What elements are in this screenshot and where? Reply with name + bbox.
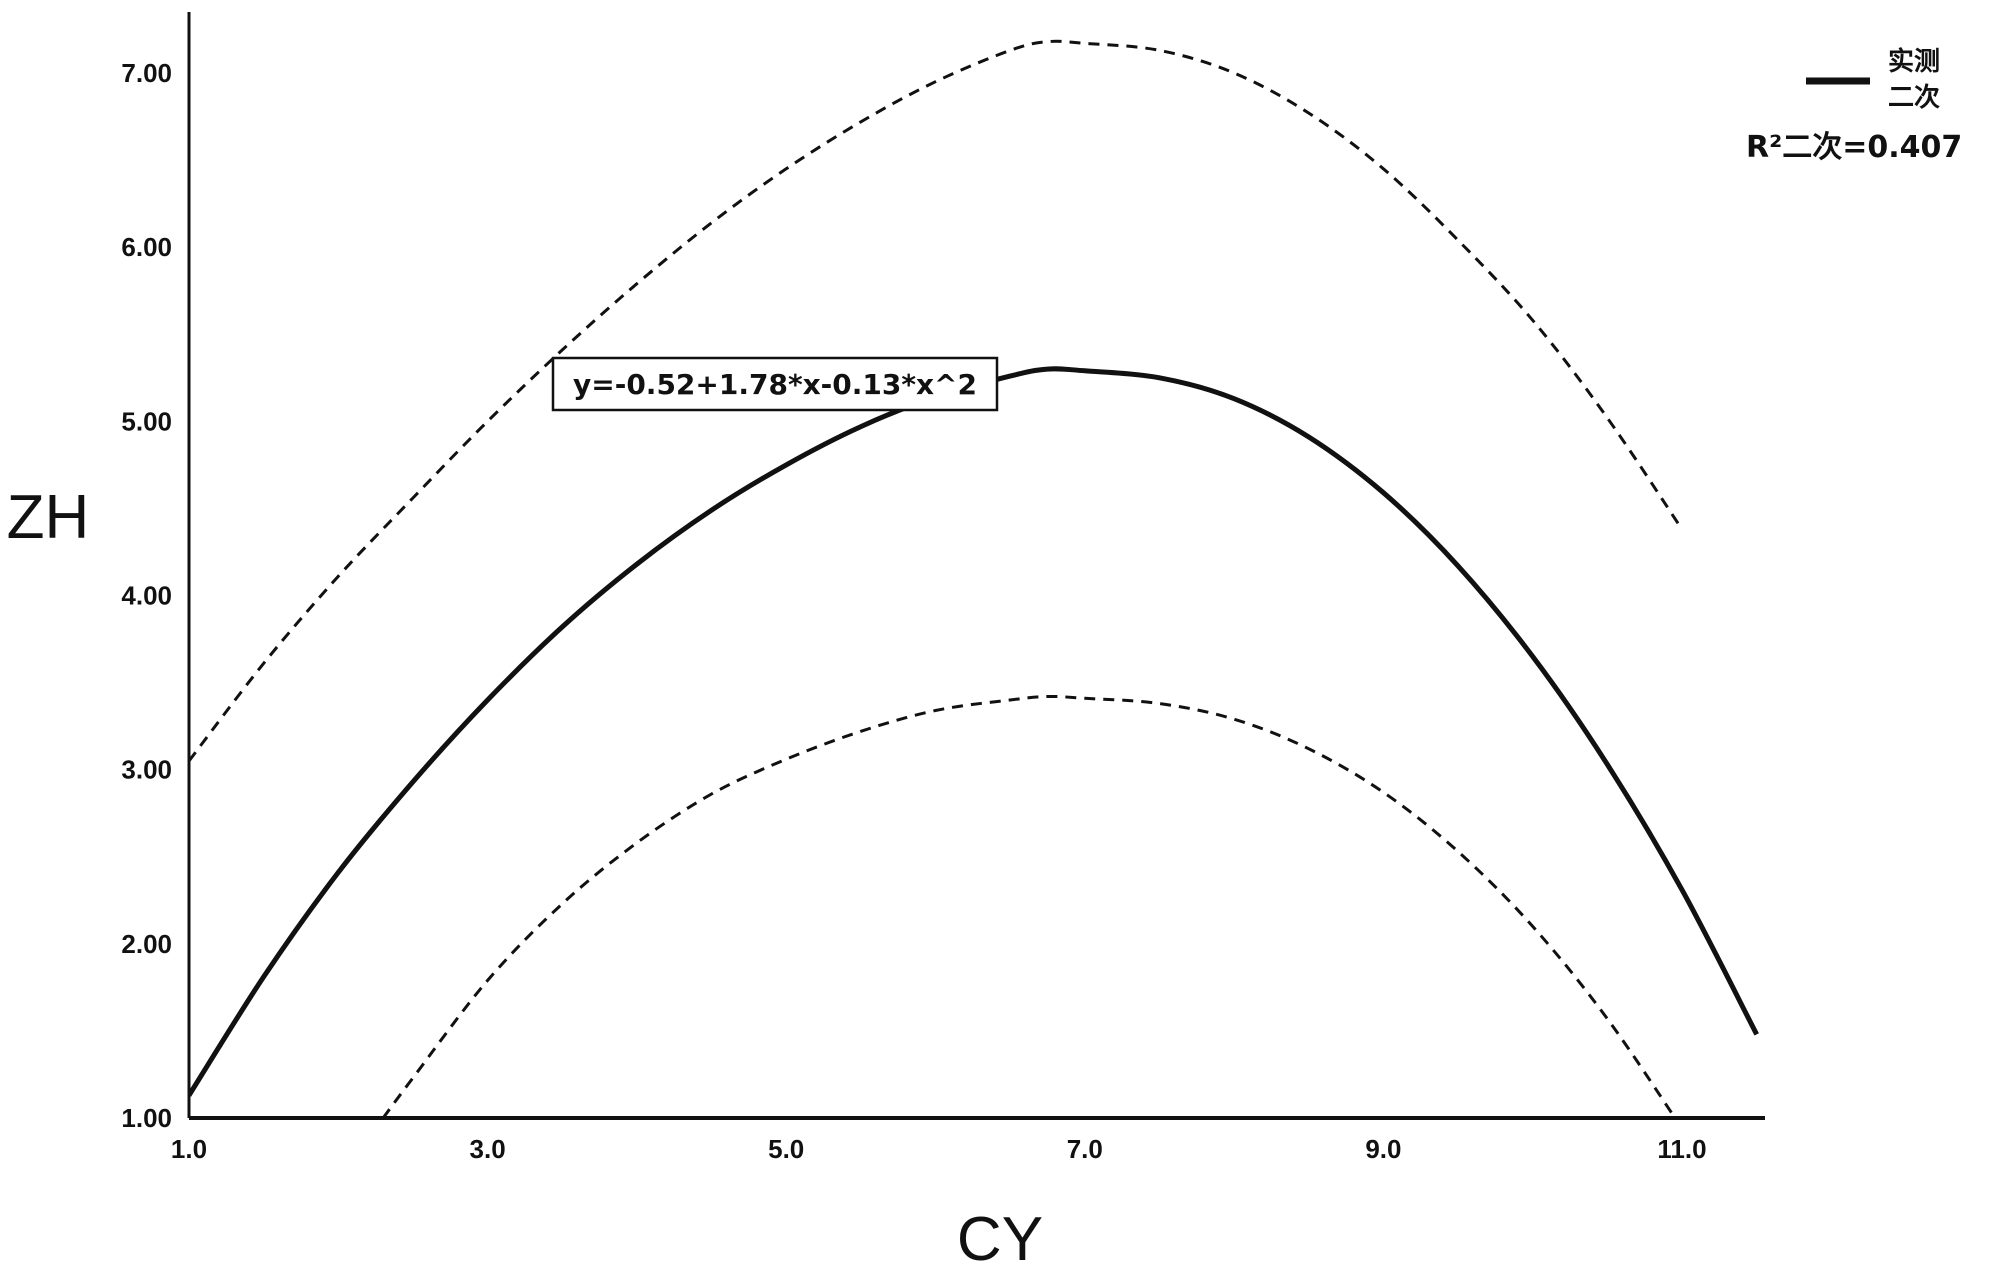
y-tick-label: 7.00	[121, 58, 172, 88]
y-axis-title: ZH	[7, 483, 90, 552]
y-tick-label: 6.00	[121, 232, 172, 262]
x-tick-label: 7.0	[1067, 1134, 1103, 1164]
legend-label-1: 实测	[1888, 46, 1940, 77]
upper-bound-line	[189, 39, 1684, 762]
y-tick-label: 4.00	[121, 581, 172, 611]
equation-label: y=-0.52+1.78*x-0.13*x^2	[573, 368, 977, 401]
x-tick-label: 3.0	[470, 1134, 506, 1164]
fit-line	[189, 366, 1759, 1097]
lower-bound-line	[381, 694, 1679, 1120]
plot-area: 1.0 3.0 5.0 7.0 9.0 11.0 1.00 2.00 3.00 4.00 5.00 6…	[121, 12, 1765, 1164]
equation-box-frame	[551, 356, 999, 412]
x-tick-label: 9.0	[1365, 1134, 1401, 1164]
x-axis-title: CY	[957, 1205, 1043, 1265]
y-tick-label: 1.00	[121, 1103, 172, 1133]
y-tick-label: 5.00	[121, 406, 172, 436]
x-tick-label: 11.0	[1657, 1134, 1706, 1164]
r2-label: R²二次=0.407	[1746, 130, 1962, 165]
legend: 实测 二次 R²二次=0.407	[1746, 46, 1962, 165]
y-tick-label: 3.00	[121, 755, 172, 785]
legend-label-2: 二次	[1888, 83, 1940, 113]
y-tick-label: 2.00	[121, 929, 172, 959]
equation-box: y=-0.52+1.78*x-0.13*x^2	[551, 356, 999, 412]
x-tick-label: 1.0	[171, 1134, 207, 1164]
x-tick-label: 5.0	[768, 1134, 804, 1164]
